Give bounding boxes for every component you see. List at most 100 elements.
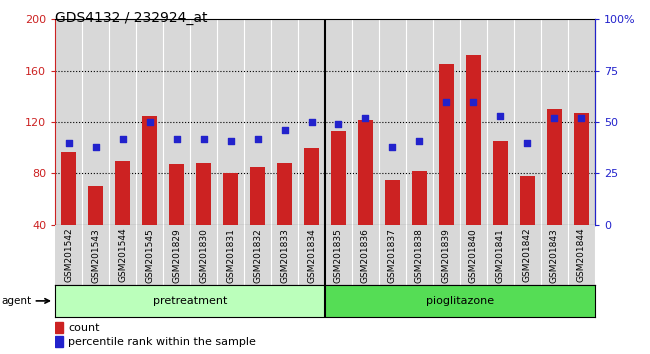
Bar [250, 167, 265, 276]
Bar [412, 171, 427, 276]
Bar [358, 120, 373, 276]
Bar [433, 225, 460, 285]
Bar [298, 19, 325, 225]
Bar [352, 19, 379, 225]
Point [468, 99, 478, 104]
Text: pioglitazone: pioglitazone [426, 296, 494, 306]
Bar [196, 163, 211, 276]
Text: GSM201841: GSM201841 [496, 228, 505, 282]
Bar [55, 336, 63, 347]
Text: GSM201842: GSM201842 [523, 228, 532, 282]
Bar [217, 225, 244, 285]
Bar [55, 19, 83, 225]
Text: GSM201545: GSM201545 [145, 228, 154, 282]
Point [495, 113, 506, 119]
Point [118, 136, 128, 141]
Bar [190, 225, 217, 285]
Bar [487, 225, 514, 285]
Bar [142, 116, 157, 276]
Text: count: count [68, 322, 99, 332]
Text: pretreatment: pretreatment [153, 296, 228, 306]
Text: GSM201544: GSM201544 [118, 228, 127, 282]
Text: GSM201844: GSM201844 [577, 228, 586, 282]
Bar [109, 19, 136, 225]
Bar [325, 225, 352, 285]
Point [333, 121, 344, 127]
Point [387, 144, 398, 150]
Bar [88, 186, 103, 276]
Bar [379, 225, 406, 285]
Point [172, 136, 182, 141]
Bar [163, 225, 190, 285]
Bar [493, 141, 508, 276]
Bar [217, 19, 244, 225]
Text: GSM201836: GSM201836 [361, 228, 370, 283]
Point [576, 115, 586, 121]
Point [306, 119, 317, 125]
Text: GSM201840: GSM201840 [469, 228, 478, 282]
Text: GSM201832: GSM201832 [253, 228, 262, 282]
Text: GSM201843: GSM201843 [550, 228, 559, 282]
Point [64, 140, 74, 145]
Bar [460, 19, 487, 225]
Bar [109, 225, 136, 285]
Bar [61, 152, 76, 276]
Bar [379, 19, 406, 225]
Bar [406, 19, 433, 225]
Bar [244, 19, 271, 225]
Bar [466, 56, 481, 276]
Text: GSM201835: GSM201835 [334, 228, 343, 283]
Bar [514, 225, 541, 285]
Text: agent: agent [1, 296, 31, 306]
Bar [433, 19, 460, 225]
Bar [325, 19, 352, 225]
Text: GSM201543: GSM201543 [91, 228, 100, 282]
Point [522, 140, 532, 145]
Point [414, 138, 424, 143]
Text: GSM201837: GSM201837 [388, 228, 397, 283]
Bar [520, 176, 535, 276]
Bar [487, 19, 514, 225]
Bar [136, 225, 163, 285]
Bar [352, 225, 379, 285]
Point [549, 115, 560, 121]
Bar [82, 225, 109, 285]
Text: GDS4132 / 232924_at: GDS4132 / 232924_at [55, 11, 208, 25]
Bar [568, 225, 595, 285]
Bar [190, 19, 217, 225]
Bar [277, 163, 292, 276]
Bar [82, 19, 109, 225]
Text: GSM201834: GSM201834 [307, 228, 316, 282]
Point [252, 136, 263, 141]
Point [360, 115, 370, 121]
Bar [55, 285, 325, 317]
Text: GSM201839: GSM201839 [442, 228, 451, 283]
Text: GSM201829: GSM201829 [172, 228, 181, 282]
Bar [163, 19, 190, 225]
Bar [271, 225, 298, 285]
Bar [304, 148, 319, 276]
Point [198, 136, 209, 141]
Bar [385, 180, 400, 276]
Text: percentile rank within the sample: percentile rank within the sample [68, 337, 256, 347]
Text: GSM201833: GSM201833 [280, 228, 289, 283]
Bar [568, 19, 595, 225]
Bar [574, 113, 589, 276]
Bar [547, 109, 562, 276]
Text: GSM201542: GSM201542 [64, 228, 73, 282]
Bar [115, 161, 130, 276]
Bar [244, 225, 271, 285]
Bar [541, 19, 568, 225]
Bar [439, 64, 454, 276]
Bar [169, 165, 184, 276]
Bar [298, 225, 325, 285]
Bar [331, 131, 346, 276]
Bar [514, 19, 541, 225]
Bar [325, 285, 595, 317]
Text: GSM201830: GSM201830 [199, 228, 208, 283]
Bar [271, 19, 298, 225]
Bar [136, 19, 163, 225]
Bar [460, 225, 487, 285]
Bar [406, 225, 433, 285]
Point [280, 127, 290, 133]
